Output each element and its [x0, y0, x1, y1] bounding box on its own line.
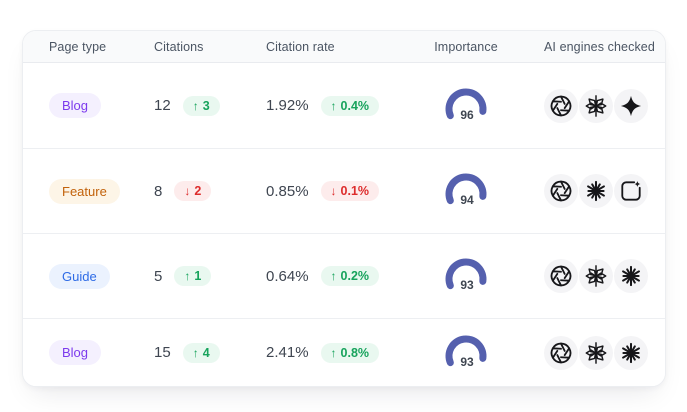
citations-value: 5 [154, 267, 163, 285]
ai-engines-cell [526, 174, 655, 208]
openai-icon [544, 259, 578, 293]
citations-delta-value: 3 [202, 98, 210, 113]
citations-delta-badge: ↑ 4 [182, 342, 220, 363]
importance-gauge: 93 [445, 258, 487, 292]
column-header-page-type: Page type [49, 39, 107, 54]
trend-arrow-icon: ↓ [184, 184, 191, 198]
ai-engines-cell [526, 335, 655, 370]
page-type-cell: Blog [49, 340, 154, 365]
trend-arrow-icon: ↑ [192, 345, 199, 360]
column-header-citation-rate: Citation rate [266, 39, 335, 54]
citations-cell: 12 ↑ 3 [154, 95, 266, 116]
citations-delta-value: 1 [194, 269, 202, 283]
citation-rate-delta-badge: ↑ 0.8% [320, 342, 380, 363]
citations-delta-badge: ↑ 3 [182, 95, 220, 116]
trend-arrow-icon: ↑ [330, 269, 337, 283]
citation-rate-value: 0.64% [266, 267, 309, 285]
page-type-badge: Blog [49, 93, 102, 118]
page-type-cell: Blog [49, 93, 154, 118]
importance-gauge: 96 [445, 88, 487, 122]
citation-rate-cell: 0.64% ↑ 0.2% [266, 266, 406, 286]
citation-rate-delta-value: 0.2% [340, 269, 370, 283]
citations-delta-badge: ↓ 2 [174, 181, 212, 201]
citation-rate-value: 1.92% [266, 97, 309, 114]
page-type-cell: Guide [49, 263, 154, 289]
column-header-citations: Citations [154, 39, 204, 54]
citations-cell: 8 ↓ 2 [154, 181, 266, 201]
table-header-row: Page type Citations Citation rate Import… [23, 31, 665, 63]
importance-score: 93 [460, 278, 474, 292]
column-header-ai-engines: AI engines checked [544, 39, 655, 54]
citations-table-card: Page type Citations Citation rate Import… [22, 30, 666, 387]
importance-score: 93 [460, 355, 474, 369]
importance-cell: 96 [437, 86, 495, 126]
citation-rate-cell: 2.41% ↑ 0.8% [266, 342, 406, 363]
citations-cell: 5 ↑ 1 [154, 266, 266, 286]
trend-arrow-icon: ↑ [330, 345, 337, 360]
starburst-icon [579, 174, 613, 208]
faceted-star-icon [579, 335, 613, 370]
citation-rate-value: 0.85% [266, 182, 309, 200]
trend-arrow-icon: ↑ [330, 98, 337, 113]
importance-cell: 93 [437, 333, 495, 373]
citation-rate-delta-badge: ↑ 0.2% [320, 266, 380, 286]
importance-gauge: 93 [445, 335, 487, 369]
citation-rate-delta-value: 0.4% [340, 98, 370, 113]
page-type-badge: Feature [49, 178, 120, 204]
faceted-star-icon [579, 259, 613, 293]
openai-icon [544, 88, 578, 123]
citations-value: 8 [154, 182, 163, 200]
citations-delta-badge: ↑ 1 [174, 266, 212, 286]
importance-score: 96 [460, 108, 474, 122]
table-row[interactable]: Guide 5 ↑ 1 0.64% ↑ 0.2% 93 [23, 233, 665, 318]
trend-arrow-icon: ↓ [330, 184, 337, 198]
trend-arrow-icon: ↑ [192, 98, 199, 113]
citation-rate-cell: 1.92% ↑ 0.4% [266, 95, 406, 116]
citation-rate-delta-badge: ↑ 0.4% [320, 95, 380, 116]
box-sparkle-icon [614, 174, 648, 208]
starburst-icon [614, 259, 648, 293]
table-row[interactable]: Feature 8 ↓ 2 0.85% ↓ 0.1% 94 [23, 148, 665, 233]
importance-cell: 94 [437, 171, 495, 211]
citation-rate-delta-value: 0.8% [340, 345, 370, 360]
ai-engines-cell [526, 88, 655, 123]
citations-delta-value: 2 [194, 184, 202, 198]
citations-delta-value: 4 [202, 345, 210, 360]
citations-value: 15 [154, 344, 171, 361]
importance-gauge: 94 [445, 173, 487, 207]
importance-cell: 93 [437, 256, 495, 296]
page-type-badge: Blog [49, 340, 102, 365]
citation-rate-delta-badge: ↓ 0.1% [320, 181, 380, 201]
importance-score: 94 [460, 193, 474, 207]
citation-rate-cell: 0.85% ↓ 0.1% [266, 181, 406, 201]
ai-engines-cell [526, 259, 655, 293]
citations-value: 12 [154, 97, 171, 114]
openai-icon [544, 335, 578, 370]
citation-rate-value: 2.41% [266, 344, 309, 361]
table-row[interactable]: Blog 12 ↑ 3 1.92% ↑ 0.4% 96 [23, 63, 665, 148]
page-type-badge: Guide [49, 263, 110, 289]
page-type-cell: Feature [49, 178, 154, 204]
citation-rate-delta-value: 0.1% [340, 184, 370, 198]
starburst-icon [614, 335, 648, 370]
column-header-importance: Importance [434, 39, 498, 54]
citations-cell: 15 ↑ 4 [154, 342, 266, 363]
faceted-star-icon [579, 88, 613, 123]
sparkle-star-icon [614, 88, 648, 123]
openai-icon [544, 174, 578, 208]
trend-arrow-icon: ↑ [184, 269, 191, 283]
table-row[interactable]: Blog 15 ↑ 4 2.41% ↑ 0.8% 93 [23, 318, 665, 386]
